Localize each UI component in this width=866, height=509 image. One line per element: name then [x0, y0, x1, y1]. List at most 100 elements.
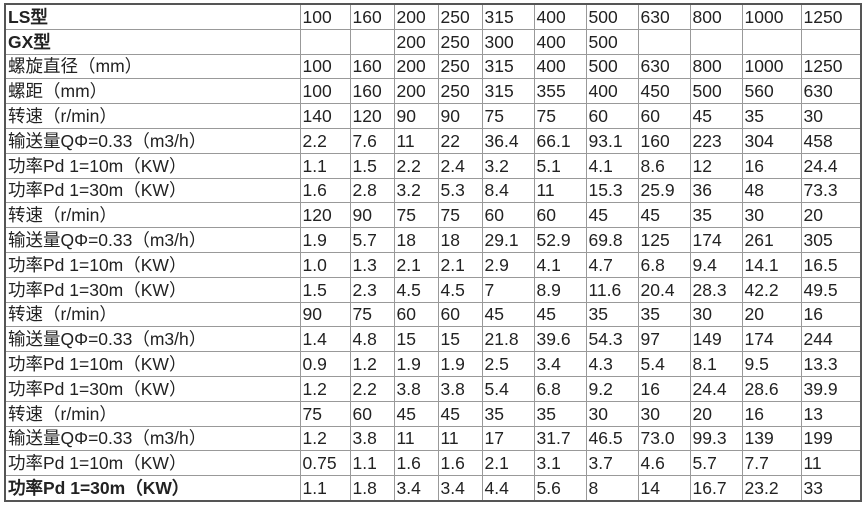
table-row: GX型 200 250 300 400 500	[4, 28, 862, 55]
table-cell: 28.6	[741, 375, 802, 402]
table-cell: 16	[741, 152, 802, 179]
table-cell: 11	[393, 127, 439, 154]
table-cell: 0.9	[299, 351, 351, 377]
table-cell: 7.6	[349, 127, 395, 154]
row-label: 螺旋直径（mm）	[4, 53, 301, 80]
table-cell: 4.8	[349, 326, 395, 353]
table-cell: 14	[637, 475, 691, 502]
table-cell: 5.7	[349, 227, 395, 253]
table-cell: 1000	[741, 3, 802, 30]
table-cell	[637, 28, 691, 55]
table-cell: 8.9	[533, 276, 587, 303]
table-row: 输送量QΦ=0.33（m3/h） 1.9 5.7 18 18 29.1 52.9 69.8 12…	[4, 227, 862, 253]
table-cell: 458	[800, 127, 862, 154]
table-cell: 14.1	[741, 251, 802, 278]
table-cell: 33	[800, 475, 862, 502]
table-cell: 8.1	[689, 351, 743, 377]
table-cell: 30	[689, 301, 743, 328]
table-row: 功率Pd 1=30m（KW） 1.6 2.8 3.2 5.3 8.4 11 15.3 25.9 3…	[4, 177, 862, 204]
table-cell: 25.9	[637, 177, 691, 204]
table-row: 功率Pd 1=10m（KW） 0.9 1.2 1.9 1.9 2.5 3.4 4.3 5.4 8.…	[4, 351, 862, 377]
table-cell: 1.9	[393, 351, 439, 377]
row-label: LS型	[4, 3, 301, 30]
table-cell: 39.6	[533, 326, 587, 353]
table-cell: 45	[481, 301, 535, 328]
table-cell: 5.6	[533, 475, 587, 502]
table-cell: 174	[741, 326, 802, 353]
table-cell: 93.1	[585, 127, 639, 154]
table-cell: 4.4	[481, 475, 535, 502]
row-label: 转速（r/min）	[4, 103, 301, 129]
table-cell: 315	[481, 53, 535, 80]
table-cell: 2.2	[349, 375, 395, 402]
table-cell: 1.4	[299, 326, 351, 353]
table-cell: 52.9	[533, 227, 587, 253]
table-cell: 1.9	[437, 351, 483, 377]
table-cell: 2.4	[437, 152, 483, 179]
table-cell: 3.8	[437, 375, 483, 402]
table-cell: 5.1	[533, 152, 587, 179]
table-row: 功率Pd 1=10m（KW） 1.0 1.3 2.1 2.1 2.9 4.1 4.7 6.8 9.…	[4, 251, 862, 278]
table-cell: 30	[741, 202, 802, 229]
table-cell: 60	[393, 301, 439, 328]
table-cell: 0.75	[299, 450, 351, 477]
table-cell: 3.2	[393, 177, 439, 204]
table-cell: 250	[437, 53, 483, 80]
table-cell: 73.0	[637, 425, 691, 452]
row-label: 功率Pd 1=30m（KW）	[4, 177, 301, 204]
table-cell: 69.8	[585, 227, 639, 253]
table-cell: 3.8	[393, 375, 439, 402]
table-cell: 4.1	[533, 251, 587, 278]
table-cell: 45	[437, 400, 483, 427]
table-cell: 24.4	[800, 152, 862, 179]
table-cell: 60	[437, 301, 483, 328]
table-cell: 4.5	[437, 276, 483, 303]
table-cell: 250	[437, 78, 483, 105]
table-cell: 9.4	[689, 251, 743, 278]
table-cell: 199	[800, 425, 862, 452]
table-cell: 630	[800, 78, 862, 105]
table-cell: 13.3	[800, 351, 862, 377]
table-cell: 160	[349, 3, 395, 30]
table-cell: 30	[800, 103, 862, 129]
table-cell: 11	[800, 450, 862, 477]
table-cell: 450	[637, 78, 691, 105]
table-cell: 18	[437, 227, 483, 253]
table-cell: 90	[299, 301, 351, 328]
table-cell: 5.3	[437, 177, 483, 204]
table-cell: 36	[689, 177, 743, 204]
table-cell: 800	[689, 53, 743, 80]
table-cell: 48	[741, 177, 802, 204]
table-cell: 1.0	[299, 251, 351, 278]
table-cell: 24.4	[689, 375, 743, 402]
table-cell	[800, 28, 862, 55]
table-cell: 315	[481, 3, 535, 30]
table-cell: 16	[741, 400, 802, 427]
table-cell: 18	[393, 227, 439, 253]
table-row: 转速（r/min） 75 60 45 45 35 35 30 30 20 16 13	[4, 400, 862, 427]
table-cell	[741, 28, 802, 55]
table-cell: 15	[437, 326, 483, 353]
table-cell: 300	[481, 28, 535, 55]
table-cell: 3.4	[533, 351, 587, 377]
table-cell: 120	[299, 202, 351, 229]
row-label: 功率Pd 1=10m（KW）	[4, 152, 301, 179]
table-cell: 60	[349, 400, 395, 427]
table-cell: 75	[437, 202, 483, 229]
table-cell: 500	[585, 28, 639, 55]
table-cell: 5.7	[689, 450, 743, 477]
table-cell: 6.8	[533, 375, 587, 402]
table-cell: 315	[481, 78, 535, 105]
table-cell: 30	[637, 400, 691, 427]
table-cell: 4.5	[393, 276, 439, 303]
table-row: 输送量QΦ=0.33（m3/h） 1.2 3.8 11 11 17 31.7 46.5 73.0…	[4, 425, 862, 452]
table-cell: 3.8	[349, 425, 395, 452]
table-cell: 100	[299, 78, 351, 105]
table-cell: 2.2	[393, 152, 439, 179]
table-cell: 120	[349, 103, 395, 129]
table-cell: 4.1	[585, 152, 639, 179]
table-cell: 174	[689, 227, 743, 253]
table-body: LS型 100 160 200 250 315 400 500 630 800 1000 1250 GX…	[4, 3, 862, 502]
table-cell: 66.1	[533, 127, 587, 154]
table-cell: 75	[393, 202, 439, 229]
